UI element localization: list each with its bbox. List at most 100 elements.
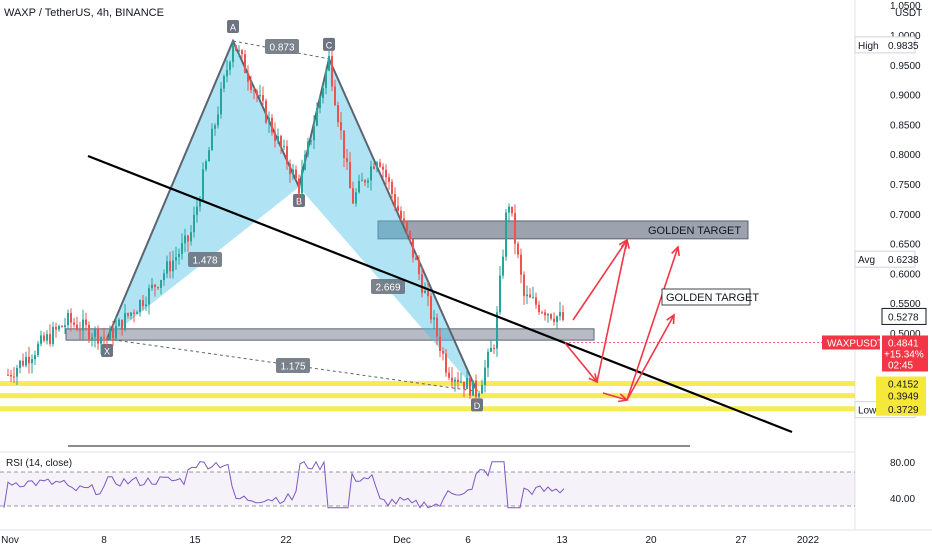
support-levels: [0, 381, 855, 412]
candle-body: [376, 162, 378, 169]
pattern-point-label: A: [230, 22, 236, 32]
candle-body: [427, 290, 429, 297]
price-axis: 1.05001.00000.95000.90000.85000.80000.75…: [890, 1, 921, 340]
candle-body: [538, 304, 540, 313]
candle-body: [508, 206, 510, 213]
candle-body: [466, 378, 468, 389]
candle-body: [283, 146, 285, 148]
candle-body: [139, 300, 141, 313]
candle-body: [19, 360, 21, 368]
rsi-line: [3, 460, 565, 509]
candle-body: [361, 180, 363, 182]
rsi-tick-40: 40.00: [890, 494, 915, 505]
candle-body: [403, 218, 405, 222]
currency-label: USDT: [895, 8, 922, 19]
candle-body: [85, 319, 87, 325]
resistance-zone: [377, 220, 749, 240]
candle-body: [316, 108, 318, 126]
candle-body: [457, 379, 459, 383]
candle-body: [511, 206, 513, 214]
time-tick-label: 6: [465, 535, 471, 546]
candle-body: [226, 69, 228, 77]
last-price-symbol: WAXPUSDT: [827, 338, 883, 349]
price-tick-label: 0.9000: [890, 91, 921, 102]
candle-body: [460, 381, 462, 383]
candle-body: [196, 206, 198, 215]
candle-body: [166, 261, 168, 274]
pattern-point-label: X: [104, 346, 110, 356]
ratio-label: 1.175: [280, 362, 305, 373]
price-tick-label: 0.5000: [890, 329, 921, 340]
candle-body: [382, 166, 384, 170]
candle-body: [151, 284, 153, 289]
golden-target-box: [661, 288, 751, 306]
candle-body: [445, 353, 447, 373]
candle-body: [505, 212, 507, 257]
candle-body: [448, 372, 450, 378]
candle-body: [496, 312, 498, 349]
candle-body: [541, 312, 543, 314]
price-marker-tag: [881, 307, 927, 325]
candle-body: [157, 287, 159, 289]
price-tick-label: 0.5500: [890, 299, 921, 310]
ratio-badge: [276, 358, 310, 373]
candle-body: [490, 347, 492, 352]
candle-body: [94, 329, 96, 338]
candle-body: [295, 169, 297, 179]
candle-body: [136, 312, 138, 314]
candle-body: [187, 235, 189, 242]
candle-body: [115, 326, 117, 339]
candle-body: [241, 50, 243, 55]
candle-body: [415, 257, 417, 260]
candle-body: [397, 206, 399, 211]
candle-body: [331, 55, 333, 87]
arrow-head: [618, 238, 629, 250]
candle-body: [16, 367, 18, 377]
candle-body: [436, 317, 438, 337]
projection-arrows: [564, 238, 680, 403]
symbol-title[interactable]: WAXP / TetherUS, 4h, BINANCE: [4, 7, 164, 19]
candle-body: [79, 329, 81, 331]
candle-body: [502, 256, 504, 276]
candle-body: [169, 261, 171, 272]
candle-body: [106, 338, 108, 340]
candle-body: [172, 260, 174, 272]
candle-body: [529, 294, 531, 298]
time-tick-label: Nov: [1, 535, 19, 546]
candle-body: [493, 347, 495, 349]
candle-body: [409, 231, 411, 240]
candle-body: [535, 297, 537, 305]
projection-arrow: [572, 239, 628, 321]
candle-body: [280, 136, 282, 147]
candle-body: [385, 169, 387, 178]
candle-body: [193, 214, 195, 233]
candle-body: [451, 377, 453, 382]
candle-body: [340, 122, 342, 131]
candle-body: [103, 337, 105, 339]
candle-body: [313, 125, 315, 141]
candle-body: [61, 326, 63, 328]
candle-body: [556, 316, 558, 322]
candle-body: [55, 326, 57, 330]
candle-body: [328, 55, 330, 71]
candle-body: [97, 329, 99, 344]
candle-body: [148, 288, 150, 305]
support-tag-value: 0.4152: [888, 380, 919, 391]
support-tag-value: 0.3949: [888, 392, 919, 403]
projection-arrow: [626, 314, 675, 401]
candle-body: [484, 367, 486, 385]
candle-body: [49, 334, 51, 344]
rsi-title: RSI (14, close): [6, 458, 72, 469]
candle-body: [43, 335, 45, 341]
last-price-change: +15.34%: [884, 349, 924, 360]
golden-target-label: GOLDEN TARGET: [666, 292, 759, 304]
candle-body: [532, 297, 534, 299]
stat-value: 0.6238: [888, 255, 919, 266]
descending-trendline[interactable]: [87, 154, 793, 434]
candle-body: [373, 166, 375, 169]
candle-body: [130, 312, 132, 316]
candle-body: [253, 90, 255, 92]
candle-body: [214, 125, 216, 129]
